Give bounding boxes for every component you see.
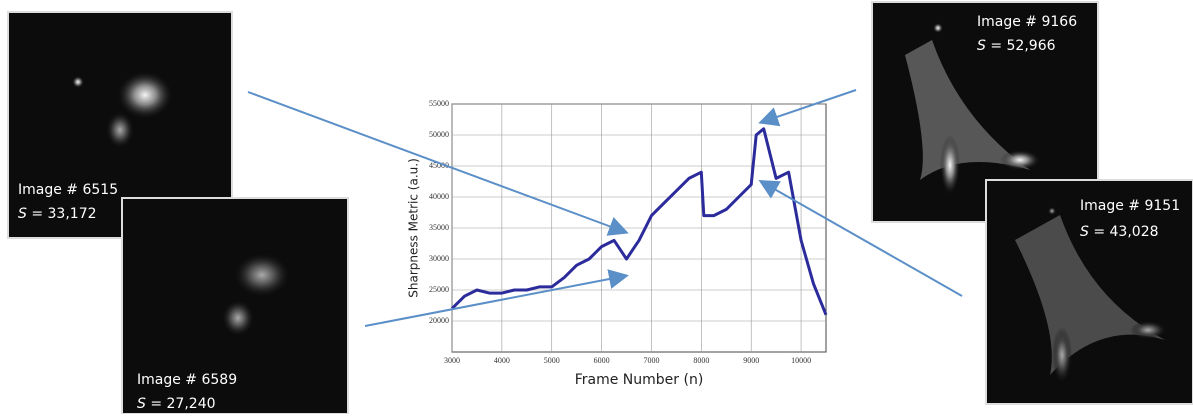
y-tick-label: 30000: [429, 254, 449, 263]
metric-value: = 33,172: [31, 206, 96, 222]
image-label: Image # 6515: [18, 182, 118, 198]
y-tick-label: 20000: [429, 316, 449, 325]
y-tick-label: 25000: [429, 285, 449, 294]
y-tick-label: 40000: [429, 192, 449, 201]
y-axis-label: Sharpness Metric (a.u.): [407, 158, 421, 298]
image-label: Image # 9166: [977, 14, 1077, 30]
metric-symbol: S: [18, 206, 27, 222]
image-label: Image # 6589: [137, 372, 237, 388]
metric-symbol: S: [1080, 224, 1089, 240]
y-tick-label: 35000: [429, 223, 449, 232]
metric-symbol: S: [137, 396, 146, 412]
x-tick-label: 5000: [544, 356, 560, 365]
metric-label: S = 52,966: [977, 38, 1056, 54]
x-tick-label: 3000: [444, 356, 460, 365]
metric-symbol: S: [977, 38, 986, 54]
image-panel: Image # 9151 S = 43,028: [986, 180, 1193, 404]
metric-label: S = 33,172: [18, 206, 97, 222]
metric-value: = 52,966: [990, 38, 1055, 54]
metric-value: = 43,028: [1093, 224, 1158, 240]
chart: 2000025000300003500040000450005000055000…: [407, 99, 827, 388]
y-tick-label: 55000: [429, 99, 449, 108]
x-tick-label: 4000: [494, 356, 510, 365]
image-label: Image # 9151: [1080, 198, 1180, 214]
metric-label: S = 43,028: [1080, 224, 1159, 240]
x-tick-label: 10000: [791, 356, 811, 365]
image-panel: Image # 6589 S = 27,240: [122, 198, 348, 414]
figure: Image # 6515 S = 33,172 Image # 6589 S =…: [0, 0, 1193, 414]
x-tick-label: 6000: [594, 356, 610, 365]
x-tick-label: 8000: [693, 356, 709, 365]
x-tick-label: 9000: [743, 356, 759, 365]
y-tick-label: 50000: [429, 130, 449, 139]
x-axis-label: Frame Number (n): [575, 372, 704, 388]
metric-value: = 27,240: [150, 396, 215, 412]
x-tick-label: 7000: [643, 356, 659, 365]
metric-label: S = 27,240: [137, 396, 216, 412]
